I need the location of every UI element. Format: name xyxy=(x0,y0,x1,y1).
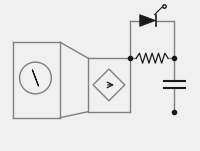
Polygon shape xyxy=(140,14,156,26)
